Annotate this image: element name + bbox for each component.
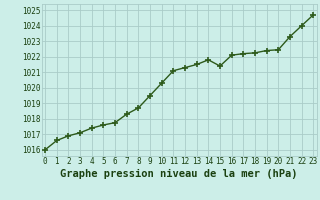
X-axis label: Graphe pression niveau de la mer (hPa): Graphe pression niveau de la mer (hPa) bbox=[60, 169, 298, 179]
